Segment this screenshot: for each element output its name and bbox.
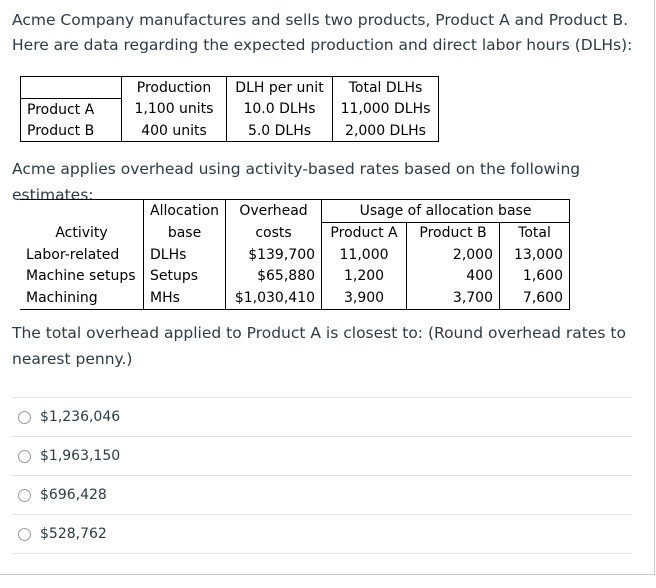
production-table: Production DLH per unit Total DLHs Produ… — [20, 76, 439, 142]
table-cell: $1,030,410 — [225, 287, 322, 310]
question-line-2: nearest penny.) — [12, 350, 133, 368]
table-cell: Labor-related — [26, 246, 120, 263]
table-cell: Machining — [20, 287, 144, 310]
table-header: Production — [121, 76, 227, 99]
table-cell — [20, 76, 122, 99]
table-cell: 400 units — [121, 120, 227, 142]
table-cell: $65,880 — [225, 265, 322, 287]
radio-button[interactable] — [18, 410, 31, 424]
radio-button[interactable] — [18, 527, 31, 541]
table-header: DLH per unit — [226, 76, 333, 99]
answer-option[interactable]: $696,428 — [12, 475, 632, 514]
table-cell: 2,000 DLHs — [332, 120, 439, 142]
table-header: Product B — [406, 222, 500, 244]
table-header: Total DLHs — [332, 76, 439, 99]
table-row: Product A 1,100 units 10.0 DLHs 11,000 D… — [20, 98, 439, 120]
table-header-row: Allocation Overhead Usage of allocation … — [20, 199, 571, 223]
table-cell: 10.0 DLHs — [226, 98, 333, 120]
table-cell: 2,000 — [406, 244, 500, 266]
table-cell: Product A — [20, 98, 122, 120]
table-cell: 1,600 — [499, 265, 571, 287]
table-row: Labor-related DLHs $139,700 11,000 2,000… — [20, 244, 571, 266]
table-cell: DLHs — [142, 244, 226, 266]
answer-options: $1,236,046 $1,963,150 $696,428 $528,762 — [12, 397, 632, 554]
answer-label: $528,762 — [40, 526, 107, 542]
question-text: The total overhead applied to Product A … — [12, 320, 642, 372]
table-cell — [20, 199, 144, 222]
table-cell: 11,000 DLHs — [332, 98, 439, 120]
table-cell: 3,900 — [321, 287, 407, 310]
intro-text: Acme Company manufactures and sells two … — [12, 8, 642, 58]
table-cell: 1,200 — [321, 265, 407, 287]
table-header: Total — [499, 222, 571, 244]
table-cell: 400 — [406, 265, 500, 287]
table-header: Overhead — [225, 199, 322, 222]
table-cell: 1,100 units — [134, 101, 214, 118]
table-header: Activity — [55, 225, 108, 241]
table-row: Machine setups Setups $65,880 1,200 400 … — [20, 265, 571, 287]
intro-line-2: Here are data regarding the expected pro… — [12, 36, 633, 54]
table-cell: Product B — [20, 120, 122, 142]
table-cell: $139,700 — [225, 244, 322, 266]
radio-button[interactable] — [18, 488, 31, 502]
table-header-row: Production DLH per unit Total DLHs — [20, 76, 439, 99]
table-header-row: Activity base costs Product A Product B … — [20, 222, 571, 244]
question-frame — [0, 0, 655, 575]
answer-option[interactable]: $1,963,150 — [12, 436, 632, 475]
table-cell: 11,000 — [321, 244, 407, 266]
table-cell: 7,600 — [499, 287, 571, 310]
table-header: Product A — [321, 222, 407, 244]
table-cell: 13,000 — [499, 244, 571, 266]
table-header: Usage of allocation base — [321, 199, 571, 223]
table-header: costs — [225, 222, 322, 244]
answer-option[interactable]: $528,762 — [12, 514, 632, 554]
answer-label: $1,963,150 — [40, 448, 121, 464]
table-row: Machining MHs $1,030,410 3,900 3,700 7,6… — [20, 287, 571, 310]
table-row: Product B 400 units 5.0 DLHs 2,000 DLHs — [20, 120, 439, 142]
intro-line-1: Acme Company manufactures and sells two … — [12, 11, 629, 29]
table-header: base — [142, 222, 226, 244]
table-cell: 3,700 — [406, 287, 500, 310]
table-cell: Setups — [142, 265, 226, 287]
table-cell: 5.0 DLHs — [226, 120, 333, 142]
answer-label: $696,428 — [40, 487, 107, 503]
question-line-1: The total overhead applied to Product A … — [12, 324, 626, 342]
answer-option[interactable]: $1,236,046 — [12, 397, 632, 436]
activity-table: Allocation Overhead Usage of allocation … — [20, 199, 571, 310]
answer-label: $1,236,046 — [40, 409, 121, 425]
radio-button[interactable] — [18, 449, 31, 463]
table-cell: Machine setups — [26, 268, 136, 285]
table-header: Allocation — [142, 199, 226, 222]
table-cell: MHs — [142, 287, 226, 310]
